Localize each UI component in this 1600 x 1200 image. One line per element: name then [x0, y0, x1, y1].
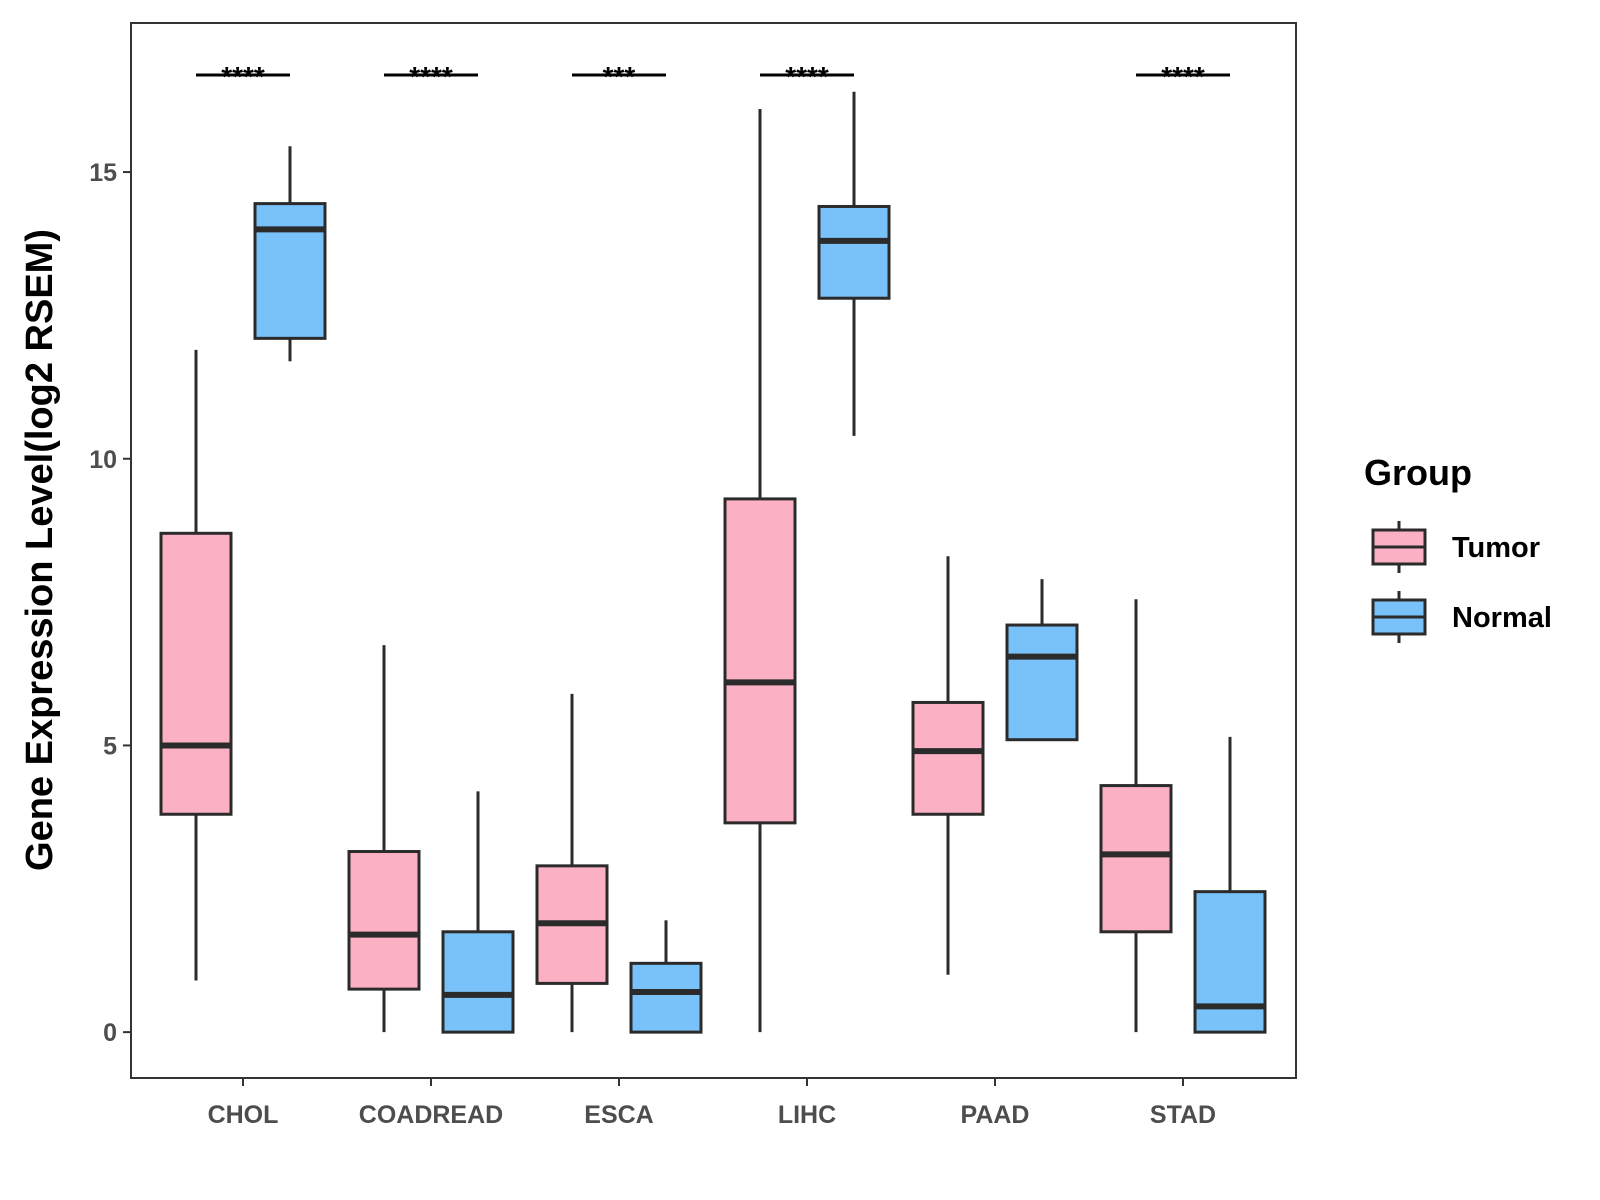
box-body [347, 850, 421, 991]
x-tick-label: COADREAD [359, 1101, 503, 1129]
box-normal-stad [1193, 736, 1267, 1034]
y-axis: 0 5 10 15 [89, 159, 131, 1047]
box-body [441, 930, 515, 1034]
box-tumor-paad [911, 556, 985, 975]
box-body [1005, 623, 1079, 742]
legend-entry-normal: Normal [1371, 591, 1552, 643]
box-body [817, 204, 891, 300]
y-tick-label: 5 [103, 732, 117, 760]
legend-title: Group [1364, 452, 1472, 493]
significance-label: **** [1161, 61, 1205, 92]
box-body [629, 961, 703, 1034]
x-tick-label: PAAD [961, 1101, 1030, 1129]
y-tick-label: 10 [89, 446, 117, 474]
box-normal-paad [1005, 579, 1079, 742]
legend-label: Normal [1452, 602, 1552, 634]
x-axis: CHOL COADREAD ESCA LIHC PAAD STAD [208, 1078, 1216, 1129]
box-body [1099, 784, 1173, 934]
y-tick-label: 0 [103, 1019, 117, 1047]
x-tick-label: ESCA [584, 1101, 653, 1129]
y-tick-label: 15 [89, 159, 117, 187]
box-normal-lihc [817, 91, 891, 436]
legend-label: Tumor [1452, 532, 1540, 564]
significance-label: *** [603, 61, 636, 92]
significance-label: **** [785, 61, 829, 92]
boxes-layer [159, 91, 1267, 1034]
box-tumor-coadread [347, 645, 421, 1033]
box-body [253, 202, 327, 340]
box-tumor-esca [535, 693, 609, 1033]
box-body [911, 700, 985, 816]
x-tick-label: CHOL [208, 1101, 279, 1129]
box-body [159, 531, 233, 816]
significance-label: **** [409, 61, 453, 92]
x-tick-label: LIHC [778, 1101, 836, 1129]
box-normal-coadread [441, 791, 515, 1034]
box-tumor-chol [159, 349, 233, 981]
box-body [1193, 890, 1267, 1034]
box-normal-esca [629, 920, 703, 1034]
y-axis-title: Gene Expression Level(log2 RSEM) [19, 229, 61, 871]
x-tick-label: STAD [1150, 1101, 1216, 1129]
significance-label: **** [221, 61, 265, 92]
box-body [723, 497, 797, 825]
significance-layer: **** **** *** **** **** [196, 61, 1230, 92]
box-tumor-lihc [723, 109, 797, 1033]
legend: Group Tumor Normal [1364, 452, 1552, 643]
box-tumor-stad [1099, 599, 1173, 1033]
legend-entry-tumor: Tumor [1371, 521, 1540, 573]
box-normal-chol [253, 146, 327, 362]
